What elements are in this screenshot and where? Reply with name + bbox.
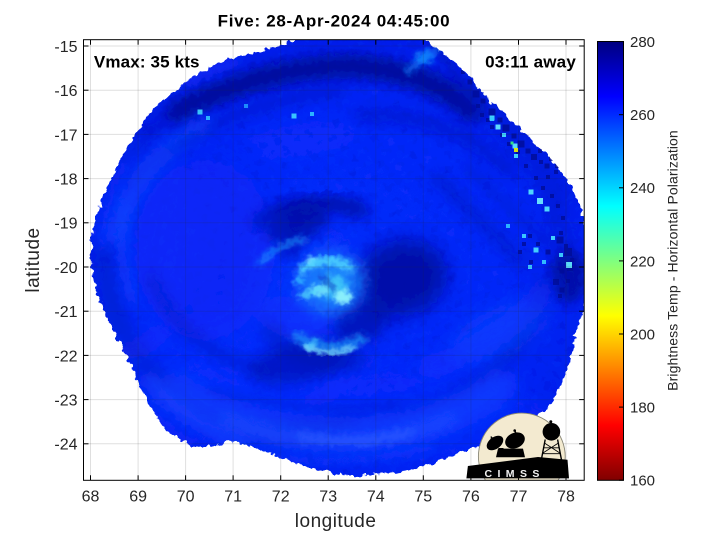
svg-text:160: 160 xyxy=(630,473,655,490)
svg-text:71: 71 xyxy=(224,489,242,506)
svg-text:-23: -23 xyxy=(54,393,77,410)
svg-text:-15: -15 xyxy=(54,39,77,56)
svg-text:74: 74 xyxy=(367,489,385,506)
svg-text:70: 70 xyxy=(177,489,195,506)
svg-text:72: 72 xyxy=(272,489,290,506)
svg-text:-17: -17 xyxy=(54,127,77,144)
svg-text:200: 200 xyxy=(630,326,655,343)
svg-text:260: 260 xyxy=(630,107,655,124)
svg-text:03:11 away: 03:11 away xyxy=(485,52,576,71)
svg-text:73: 73 xyxy=(319,489,337,506)
svg-text:CIMSS: CIMSS xyxy=(485,468,545,480)
svg-text:longitude: longitude xyxy=(295,511,377,532)
svg-text:68: 68 xyxy=(82,489,100,506)
svg-text:77: 77 xyxy=(510,489,528,506)
svg-text:Brightness Temp - Horizontal P: Brightness Temp - Horizontal Polarizatio… xyxy=(665,130,681,391)
svg-text:75: 75 xyxy=(414,489,432,506)
svg-text:180: 180 xyxy=(630,400,655,417)
svg-text:-18: -18 xyxy=(54,172,77,189)
svg-text:-24: -24 xyxy=(54,437,77,454)
svg-text:-22: -22 xyxy=(54,348,77,365)
svg-text:78: 78 xyxy=(557,489,575,506)
svg-text:Five: 28-Apr-2024 04:45:00: Five: 28-Apr-2024 04:45:00 xyxy=(218,11,451,30)
svg-text:240: 240 xyxy=(630,180,655,197)
svg-text:220: 220 xyxy=(630,253,655,270)
svg-text:280: 280 xyxy=(630,34,655,51)
svg-text:69: 69 xyxy=(129,489,147,506)
svg-text:-19: -19 xyxy=(54,216,77,233)
svg-text:latitude: latitude xyxy=(23,227,44,292)
svg-text:-16: -16 xyxy=(54,83,77,100)
svg-text:-21: -21 xyxy=(54,304,77,321)
svg-text:-20: -20 xyxy=(54,260,77,277)
svg-text:76: 76 xyxy=(462,489,480,506)
svg-text:Vmax: 35 kts: Vmax: 35 kts xyxy=(94,52,200,71)
